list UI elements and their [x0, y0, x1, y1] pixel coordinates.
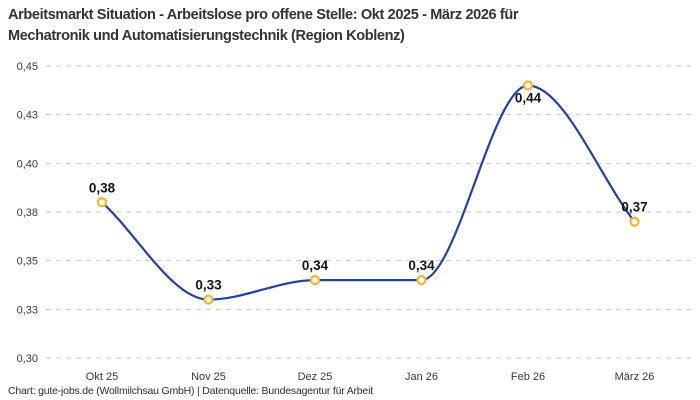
chart-title-line1: Arbeitsmarkt Situation - Arbeitslose pro… — [8, 6, 519, 23]
data-series-line — [100, 84, 636, 301]
data-point-marker[interactable] — [416, 275, 427, 286]
chart-title-line2: Mechatronik und Automatisierungstechnik … — [8, 27, 405, 44]
chart-title: Arbeitsmarkt Situation - Arbeitslose pro… — [8, 4, 671, 46]
data-point-marker[interactable] — [629, 216, 640, 227]
data-point-marker[interactable] — [522, 80, 534, 91]
y-axis-tick-label: 0,33 — [17, 304, 38, 316]
x-axis-label: Jan 26 — [405, 371, 438, 383]
data-point-label: 0,33 — [195, 278, 222, 293]
y-axis-tick-label: 0,43 — [17, 110, 38, 122]
data-point-label: 0,34 — [408, 258, 435, 273]
data-point-label: 0,37 — [621, 200, 647, 215]
x-axis-label: März 26 — [615, 371, 655, 383]
data-point-label: 0,44 — [515, 90, 542, 105]
data-point-marker[interactable] — [96, 197, 108, 208]
data-point-marker[interactable] — [309, 275, 321, 286]
x-axis-label: Feb 26 — [511, 371, 545, 383]
data-point-label: 0,34 — [302, 258, 329, 273]
y-axis-tick-label: 0,30 — [17, 353, 38, 365]
x-axis-label: Nov 25 — [191, 371, 226, 383]
x-axis-label: Dez 25 — [298, 371, 333, 383]
chart-footer-credit: Chart: gute-jobs.de (Wollmilchsau GmbH) … — [8, 385, 373, 397]
y-axis-tick-label: 0,35 — [17, 256, 38, 268]
x-axis-label: Okt 25 — [86, 371, 118, 383]
data-point-label: 0,38 — [89, 180, 116, 195]
data-point-marker[interactable] — [203, 294, 214, 305]
y-axis-tick-label: 0,40 — [17, 158, 38, 170]
y-axis-tick-label: 0,38 — [17, 207, 38, 219]
y-axis-tick-label: 0,45 — [17, 61, 38, 73]
